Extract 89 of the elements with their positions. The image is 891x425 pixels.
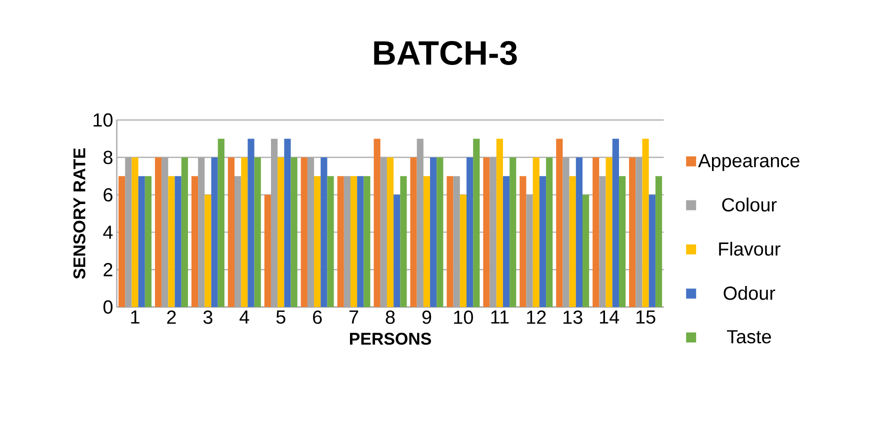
legend-label: Colour (722, 198, 777, 212)
bar (144, 176, 152, 307)
bar (337, 176, 344, 307)
bar (460, 194, 467, 307)
bar (466, 157, 474, 307)
bar (327, 176, 334, 307)
bar (204, 194, 212, 307)
bar (539, 176, 546, 307)
bar (228, 157, 235, 307)
legend-label: Taste (726, 330, 771, 344)
legend-label: Appearance (698, 154, 800, 172)
x-tick-label: 1 (131, 310, 140, 324)
legend-label: Odour (724, 286, 776, 300)
x-tick-label: 12 (527, 310, 546, 324)
bar (284, 138, 291, 307)
x-axis-title: PERSONS (350, 332, 432, 345)
bar (118, 176, 126, 307)
bar (520, 176, 526, 307)
bar (510, 157, 516, 307)
bar (357, 176, 364, 307)
bar (191, 176, 198, 307)
x-tick-label: 11 (491, 310, 509, 324)
bar (132, 157, 138, 307)
x-tick-label: 6 (313, 310, 322, 324)
bar (446, 176, 454, 307)
bar (241, 157, 248, 307)
bar (320, 157, 328, 307)
y-tick-label: 10 (94, 113, 113, 127)
chart-title: BATCH-3 (374, 40, 517, 66)
bar (606, 157, 612, 307)
bar (655, 176, 662, 307)
x-tick-label: 10 (454, 310, 473, 324)
bar (374, 138, 380, 307)
bar (218, 138, 224, 307)
y-tick-label: 4 (103, 226, 113, 239)
bar (576, 157, 583, 307)
x-tick-label: 9 (422, 310, 432, 324)
bar (394, 194, 400, 307)
bar (618, 176, 626, 307)
y-tick-label: 6 (104, 188, 112, 202)
y-tick-label: 2 (104, 262, 112, 276)
bar (502, 176, 510, 307)
bar (174, 176, 182, 307)
bar (430, 157, 437, 307)
x-tick-label: 13 (564, 310, 582, 324)
bar (612, 138, 619, 307)
bar (642, 138, 649, 307)
bar (648, 194, 656, 307)
bar (496, 138, 503, 307)
x-tick-label: 7 (350, 310, 358, 324)
bar (350, 176, 358, 307)
bar (400, 176, 407, 307)
x-tick-label: 3 (203, 310, 212, 324)
bar (264, 194, 271, 307)
x-tick-label: 5 (276, 310, 286, 324)
bar (592, 157, 600, 307)
bar (436, 157, 444, 307)
x-tick-label: 15 (636, 310, 656, 324)
bar (211, 157, 218, 307)
x-tick-label: 2 (167, 310, 176, 324)
bar (423, 176, 430, 307)
bar (278, 157, 284, 307)
x-tick-label: 8 (386, 310, 395, 324)
bar (254, 157, 261, 307)
bar (386, 157, 394, 307)
legend-label: Flavour (719, 242, 780, 256)
y-axis-title: SENSORY RATE (73, 148, 86, 279)
bar (314, 176, 321, 307)
bar (300, 157, 308, 307)
bar (410, 157, 417, 307)
bar (532, 157, 540, 307)
bar (473, 138, 480, 307)
bar (629, 157, 636, 307)
bar (154, 157, 162, 307)
x-tick-label: 4 (240, 310, 250, 324)
bar (181, 157, 188, 307)
bar (582, 194, 590, 307)
bar (168, 176, 175, 307)
bar (248, 138, 254, 307)
bar (138, 176, 145, 307)
bar (569, 176, 576, 307)
bar (290, 157, 298, 307)
x-tick-label: 14 (600, 310, 620, 324)
y-tick-label: 0 (103, 300, 113, 314)
bar (546, 157, 553, 307)
y-tick-label: 8 (104, 150, 112, 164)
bar (483, 157, 490, 307)
bar (556, 138, 563, 307)
bar (364, 176, 370, 307)
